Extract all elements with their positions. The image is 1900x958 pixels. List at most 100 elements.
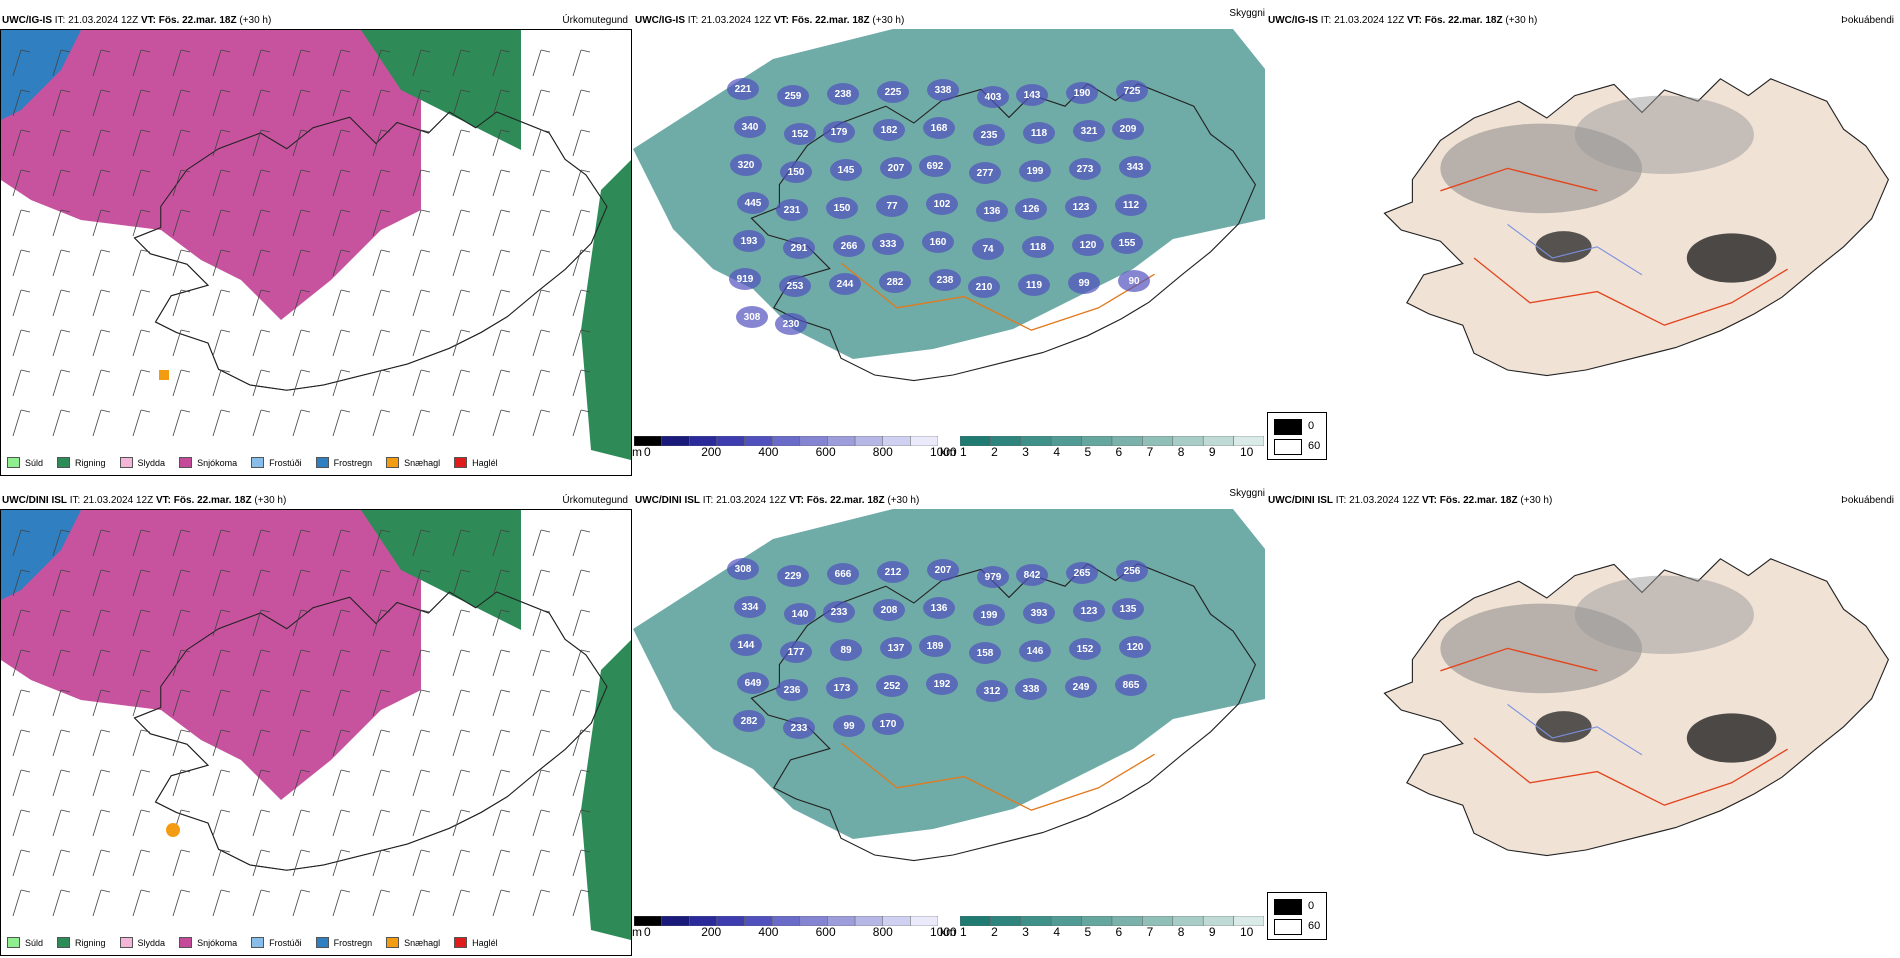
cloud-base-label: 208 xyxy=(881,605,898,616)
wind-barb-flag xyxy=(100,409,111,413)
panel-title: UWC/DINI ISL IT: 21.03.2024 12Z VT: Fös.… xyxy=(1268,495,1552,506)
wind-barb-flag xyxy=(460,609,471,613)
wind-barb-flag xyxy=(540,209,551,213)
cloud-base-label: 308 xyxy=(735,564,752,575)
valid-time: Fös. 22.mar. 18Z xyxy=(173,495,252,506)
wind-barb-flag xyxy=(20,609,31,613)
wind-barb xyxy=(572,329,582,357)
wind-barb-flag xyxy=(420,329,431,333)
wind-barb xyxy=(572,609,582,637)
wind-barb xyxy=(292,49,302,77)
wind-barb-flag xyxy=(60,689,71,693)
wind-barb-flag xyxy=(300,569,311,573)
wind-barb-flag xyxy=(180,649,191,653)
wind-barb xyxy=(492,289,502,317)
wind-barb-flag xyxy=(500,49,511,53)
wind-barb xyxy=(452,49,462,77)
wind-barb xyxy=(52,169,62,197)
model-name: UWC/DINI ISL xyxy=(1268,495,1333,506)
wind-barb-flag xyxy=(140,529,151,533)
legend-label: Haglél xyxy=(472,457,498,468)
colorbar-tick-label: 1 xyxy=(960,925,967,939)
wind-barb-flag xyxy=(580,409,591,413)
wind-barb-flag xyxy=(60,569,71,573)
wind-barb-flag xyxy=(260,809,271,813)
legend-label: Frostregn xyxy=(333,937,373,948)
wind-barb xyxy=(292,289,302,317)
legend-swatch xyxy=(119,457,133,468)
wind-barb-flag xyxy=(140,169,151,173)
wind-barb-flag xyxy=(540,649,551,653)
cloud-base-unit: m xyxy=(632,445,642,459)
wind-barb-flag xyxy=(20,129,31,133)
wind-barb xyxy=(572,729,582,757)
wind-barb-flag xyxy=(340,569,351,573)
wind-barb xyxy=(12,89,22,117)
wind-barb xyxy=(492,249,502,277)
legend-swatch xyxy=(119,937,133,948)
cloud-base-label: 321 xyxy=(1081,126,1098,137)
wind-barb-flag xyxy=(580,729,591,733)
cloud-base-label: 225 xyxy=(885,87,902,98)
wind-barb-flag xyxy=(300,689,311,693)
colorbar-tick-label: 200 xyxy=(701,445,722,459)
cloud-base-label: 136 xyxy=(931,603,948,614)
wind-barb-flag xyxy=(460,49,471,53)
cloud-base-patch xyxy=(777,565,809,587)
wind-barb xyxy=(492,689,502,717)
wind-barb xyxy=(532,569,542,597)
wind-barb xyxy=(92,849,102,877)
wind-barb-flag xyxy=(100,689,111,693)
wind-barb-flag xyxy=(220,689,231,693)
panel-visibility-dini: UWC/DINI ISL IT: 21.03.2024 12Z VT: Fös.… xyxy=(633,488,1265,956)
wind-barb xyxy=(332,329,342,357)
wind-barb-flag xyxy=(500,209,511,213)
wind-barb xyxy=(12,769,22,797)
cloud-base-patch xyxy=(923,597,955,619)
cloud-base-label: 119 xyxy=(1026,280,1043,291)
wind-barb-flag xyxy=(220,249,231,253)
cloud-base-label: 77 xyxy=(886,201,898,212)
wind-barb xyxy=(452,649,462,677)
colorbar-tick-label: 600 xyxy=(815,445,836,459)
wind-barb-flag xyxy=(500,809,511,813)
wind-barb-flag xyxy=(420,129,431,133)
wind-barb-flag xyxy=(180,569,191,573)
wind-barb-flag xyxy=(60,289,71,293)
wind-barb xyxy=(412,289,422,317)
wind-barb xyxy=(412,409,422,437)
wind-barb xyxy=(52,609,62,637)
rain-area-north xyxy=(361,30,521,150)
cloud-base-patch xyxy=(1073,120,1105,142)
wind-barb xyxy=(252,129,262,157)
panel-fog-dini: UWC/DINI ISL IT: 21.03.2024 12Z VT: Fös.… xyxy=(1266,494,1898,956)
legend-label: Slydda xyxy=(137,457,166,468)
wind-barb xyxy=(492,609,502,637)
wind-barb xyxy=(332,49,342,77)
wind-barb-flag xyxy=(380,129,391,133)
wind-barb-flag xyxy=(580,649,591,653)
wind-barb xyxy=(212,249,222,277)
wind-barb-flag xyxy=(580,609,591,613)
wind-barb-flag xyxy=(340,89,351,93)
wind-barb-flag xyxy=(260,729,271,733)
colorbar-tick-label: 2 xyxy=(991,445,998,459)
wind-barb-flag xyxy=(460,369,471,373)
wind-barb-flag xyxy=(100,769,111,773)
wind-barb-flag xyxy=(460,809,471,813)
wind-barb xyxy=(132,609,142,637)
wind-barb xyxy=(332,249,342,277)
wind-barb xyxy=(492,409,502,437)
wind-barb xyxy=(572,289,582,317)
cloud-base-patch xyxy=(733,230,765,252)
panel-header: UWC/IG-IS IT: 21.03.2024 12Z VT: Fös. 22… xyxy=(633,8,1265,28)
legend-swatch xyxy=(57,937,71,948)
lead-time: (+30 h) xyxy=(872,15,905,26)
cloud-base-label: 210 xyxy=(976,282,993,293)
wind-barb xyxy=(292,369,302,397)
valid-time: Fös. 22.mar. 18Z xyxy=(1439,495,1518,506)
wind-barb-flag xyxy=(20,569,31,573)
cloud-base-label: 320 xyxy=(738,160,755,171)
colorbar-tick-label: 4 xyxy=(1053,925,1061,939)
snow-area xyxy=(1,30,421,320)
